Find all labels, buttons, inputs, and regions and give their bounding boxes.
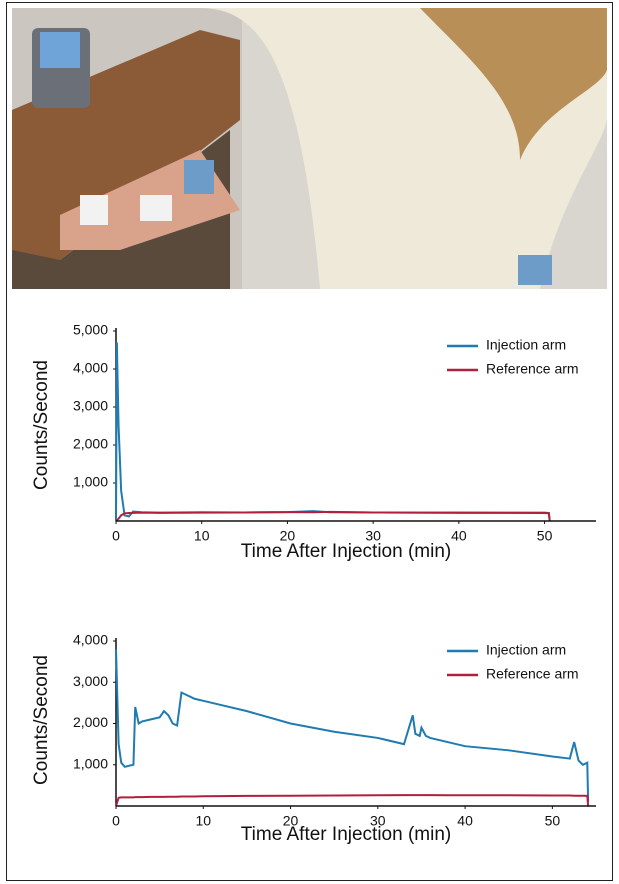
y-tick-label: 4,000 (73, 632, 108, 648)
data-line (115, 794, 590, 807)
data-line (115, 649, 590, 802)
x-tick-label: 30 (370, 813, 386, 829)
y-tick-label: 1,000 (73, 755, 108, 771)
x-tick-label: 20 (280, 528, 296, 544)
y-tick-label: 3,000 (73, 673, 108, 689)
x-tick-label: 0 (112, 528, 120, 544)
y-tick-label: 4,000 (73, 360, 108, 376)
data-line (115, 510, 551, 522)
x-tick-label: 20 (283, 813, 299, 829)
photo (12, 8, 607, 289)
y-tick-label: 3,000 (73, 398, 108, 414)
x-axis-label: Time After Injection (min) (241, 824, 451, 845)
x-axis-label: Time After Injection (min) (241, 541, 451, 562)
y-tick-label: 1,000 (73, 474, 108, 490)
y-tick-label: 5,000 (73, 322, 108, 338)
legend-label: Reference arm (486, 361, 579, 377)
y-axis-label: Counts/Second (31, 360, 52, 490)
y-tick-label: 2,000 (73, 436, 108, 452)
x-tick-label: 50 (537, 528, 553, 544)
x-tick-label: 40 (457, 813, 473, 829)
x-tick-label: 40 (451, 528, 467, 544)
legend-label: Reference arm (486, 666, 579, 682)
x-tick-label: 50 (545, 813, 561, 829)
legend-label: Injection arm (486, 642, 566, 658)
x-tick-label: 10 (194, 528, 210, 544)
legend-label: Injection arm (486, 337, 566, 353)
y-axis-label: Counts/Second (31, 655, 52, 785)
x-tick-label: 10 (195, 813, 211, 829)
y-tick-label: 2,000 (73, 714, 108, 730)
x-tick-label: 30 (365, 528, 381, 544)
x-tick-label: 0 (112, 813, 120, 829)
